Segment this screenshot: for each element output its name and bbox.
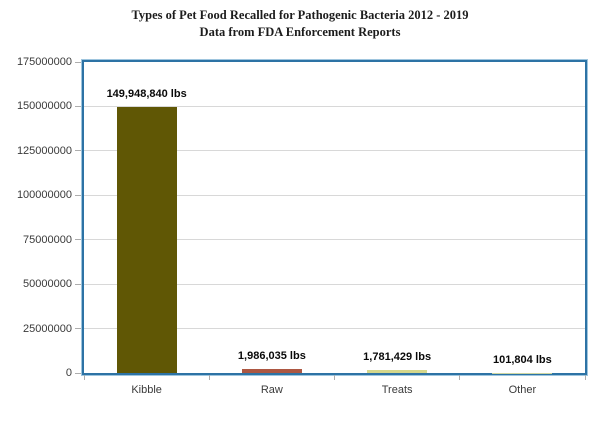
y-axis-label: 100000000 bbox=[16, 189, 72, 202]
chart-title: Types of Pet Food Recalled for Pathogeni… bbox=[131, 8, 469, 22]
bar-value-label: 1,781,429 lbs bbox=[363, 350, 432, 363]
y-axis-tick bbox=[75, 328, 81, 330]
y-axis-label: 25000000 bbox=[23, 322, 72, 335]
y-axis-tick bbox=[75, 283, 81, 285]
y-gridline bbox=[84, 283, 585, 285]
y-axis-label: 175000000 bbox=[16, 56, 72, 68]
y-gridline bbox=[84, 105, 585, 107]
y-axis-label: 50000000 bbox=[23, 278, 72, 291]
x-category-label: Other bbox=[508, 384, 537, 396]
x-axis-tick bbox=[459, 375, 461, 380]
x-axis-tick bbox=[83, 375, 85, 380]
x-category-label: Kibble bbox=[131, 384, 162, 396]
y-axis-tick bbox=[75, 61, 81, 63]
y-axis-label: 125000000 bbox=[16, 144, 72, 157]
bar-treats bbox=[367, 369, 428, 373]
y-axis-tick bbox=[75, 194, 81, 196]
y-gridline bbox=[84, 194, 585, 196]
y-gridline bbox=[84, 328, 585, 330]
x-category-label: Raw bbox=[260, 384, 283, 396]
y-axis-tick bbox=[75, 372, 81, 374]
x-axis-tick bbox=[584, 375, 586, 380]
x-category-label: Treats bbox=[381, 384, 413, 396]
bar-kibble bbox=[116, 106, 177, 373]
bar-value-label: 1,986,035 lbs bbox=[237, 350, 306, 363]
y-axis-tick bbox=[75, 105, 81, 107]
y-gridline bbox=[84, 239, 585, 241]
y-axis-label: 0 bbox=[65, 367, 72, 379]
bar-value-label: 101,804 lbs bbox=[493, 353, 552, 366]
chart-title-block: Types of Pet Food Recalled for Pathogeni… bbox=[0, 7, 600, 41]
y-axis-label: 150000000 bbox=[16, 100, 72, 113]
x-axis-tick bbox=[208, 375, 210, 380]
chart-subtitle: Data from FDA Enforcement Reports bbox=[199, 25, 401, 39]
bar-raw bbox=[241, 369, 302, 373]
bar-value-label: 149,948,840 lbs bbox=[106, 87, 187, 100]
y-axis-label: 75000000 bbox=[23, 233, 72, 246]
y-axis-tick bbox=[75, 150, 81, 152]
y-axis-tick bbox=[75, 239, 81, 241]
y-gridline bbox=[84, 150, 585, 152]
x-axis-tick bbox=[334, 375, 335, 380]
